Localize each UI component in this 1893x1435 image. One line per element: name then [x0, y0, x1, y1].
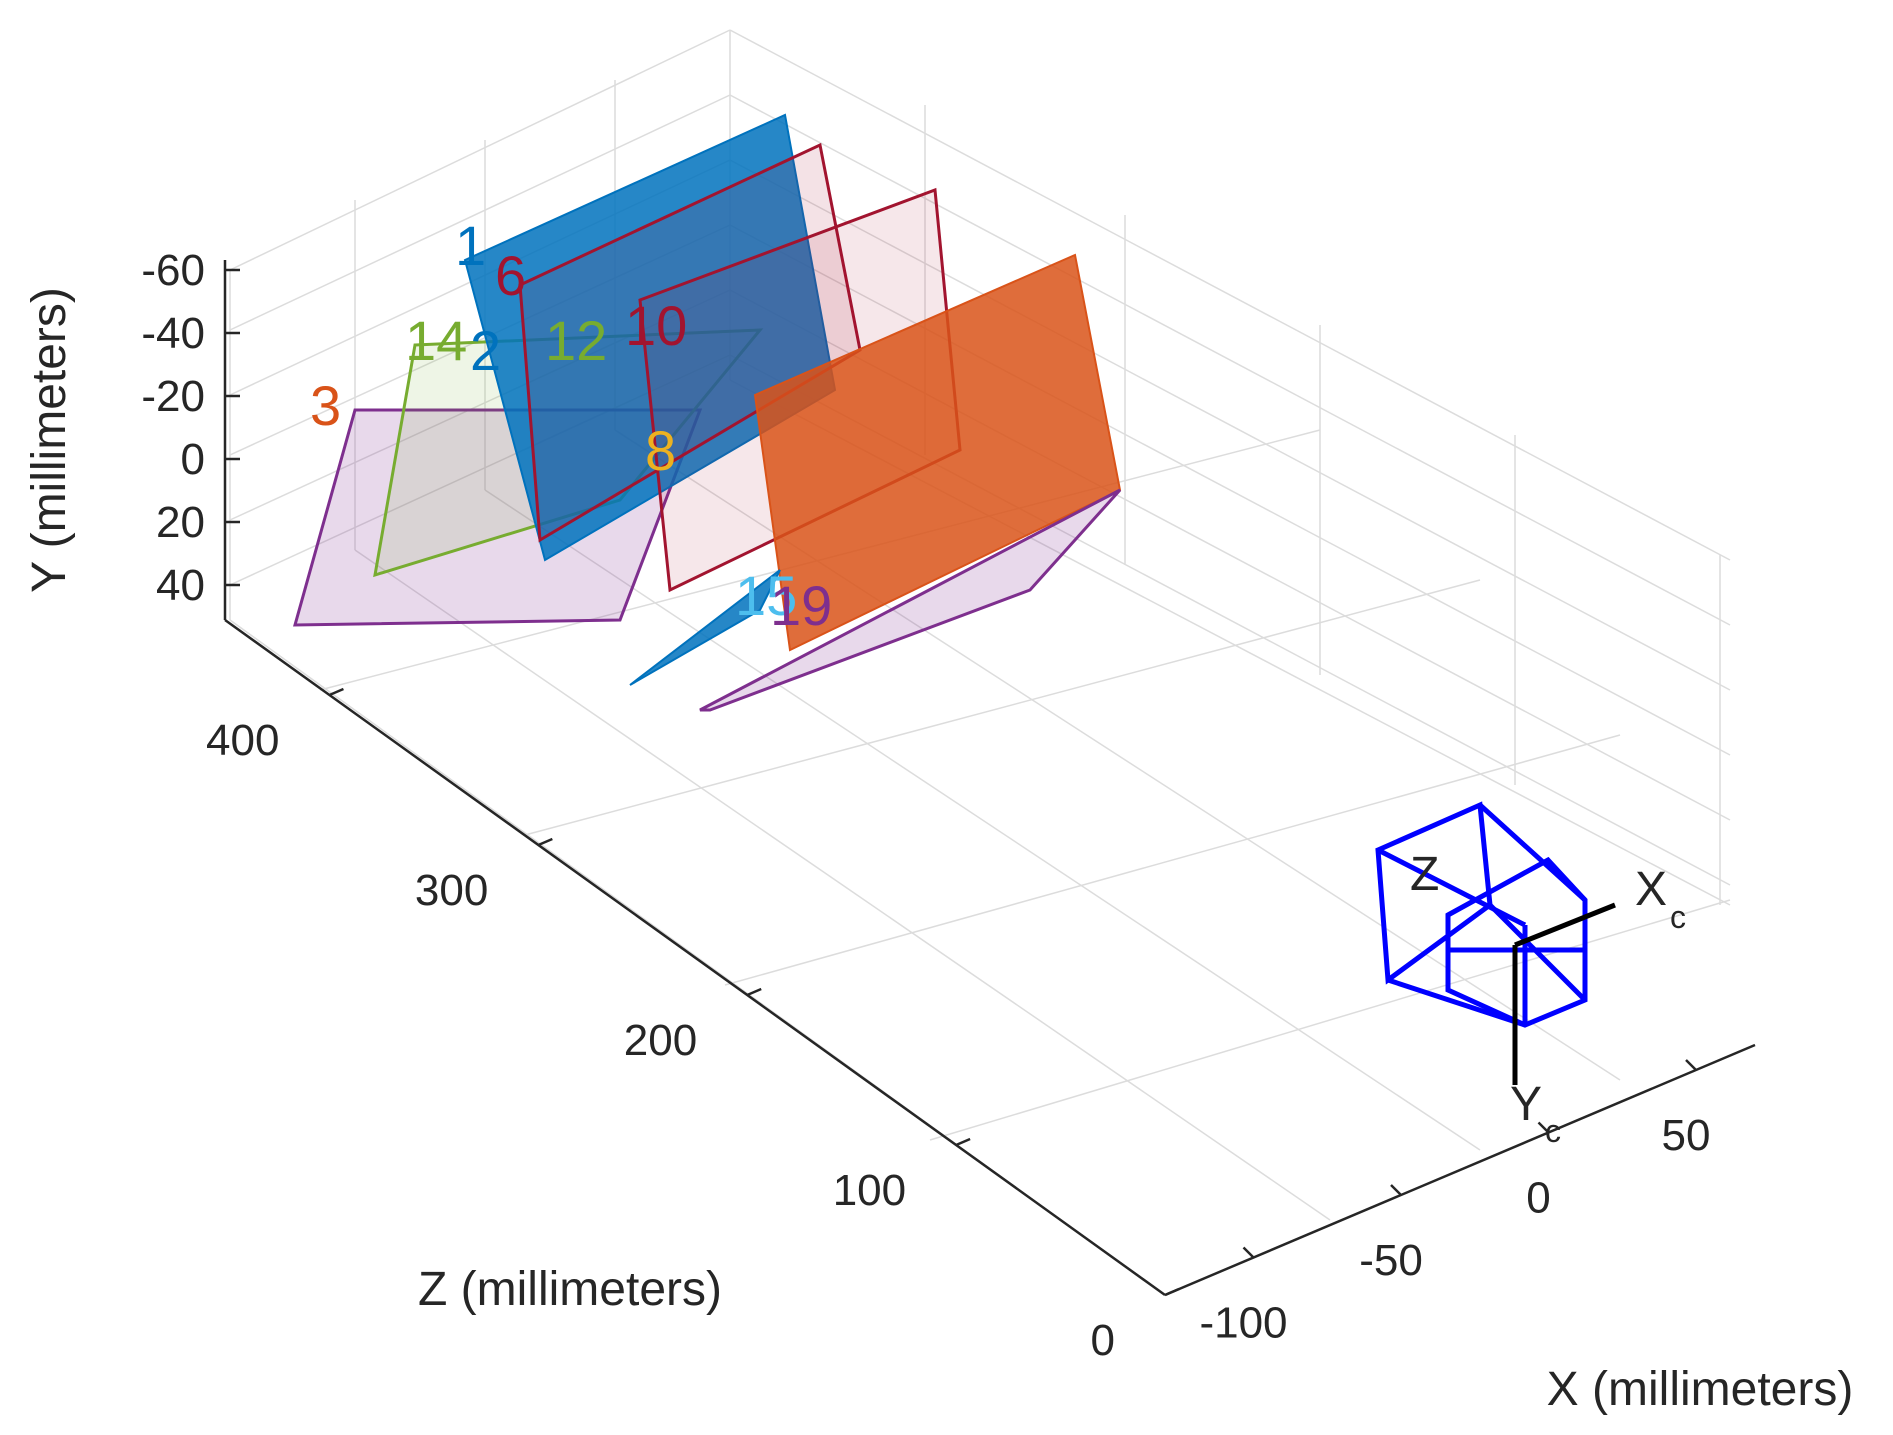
- x-axis-line: [1164, 1043, 1756, 1297]
- x-tick-label: 0: [1526, 1174, 1550, 1223]
- pattern-label-2: 2: [470, 319, 501, 382]
- grid-line: [524, 579, 1481, 836]
- axis-lines: [223, 260, 1756, 1297]
- x-tick-label: 50: [1662, 1111, 1711, 1160]
- pattern-plane-15: [629, 569, 781, 686]
- z-tick-mark: [746, 987, 762, 997]
- pattern-label-8: 8: [645, 419, 676, 482]
- pattern-label-15: 15: [735, 564, 797, 627]
- z-tick-label: 300: [415, 866, 488, 915]
- camera-y-sub-label: c: [1545, 1113, 1561, 1149]
- y-tick-label: -40: [141, 309, 205, 358]
- grid-line: [229, 94, 731, 331]
- z-tick-mark: [537, 837, 553, 847]
- z-tick-mark: [955, 1137, 971, 1147]
- pattern-label-12: 12: [545, 309, 607, 372]
- pattern-plane-19b: [699, 488, 1122, 712]
- pattern-label-14: 14: [405, 309, 467, 372]
- pattern-label-3: 3: [310, 374, 341, 437]
- x-tick-mark: [1685, 1059, 1697, 1071]
- pattern-label-19: 19: [770, 574, 832, 637]
- camera-y-label: Y: [1510, 1078, 1542, 1131]
- camera-x-axis: [1514, 902, 1616, 948]
- camera-edge: [1478, 803, 1587, 902]
- x-tick-mark: [1242, 1246, 1255, 1259]
- pattern-label-1: 1: [455, 214, 486, 277]
- x-axis-title: X (millimeters): [1547, 1363, 1854, 1416]
- pattern-planes: [293, 113, 1122, 712]
- grid-line: [484, 489, 1481, 1151]
- pattern-label-10: 10: [625, 294, 687, 357]
- grid-line: [929, 899, 1731, 1141]
- z-axis-line: [224, 618, 1166, 1297]
- z-tick-label: 200: [624, 1016, 697, 1065]
- x-tick-label: -50: [1359, 1236, 1423, 1285]
- y-tick-label: -60: [141, 246, 205, 295]
- camera-edge: [1387, 977, 1526, 1028]
- x-tick-mark: [1537, 1121, 1550, 1134]
- camera-x-sub-label: c: [1670, 899, 1686, 935]
- camera-frustum: [1375, 801, 1588, 1028]
- grid-line: [354, 549, 1331, 1221]
- y-tick-label: -20: [141, 372, 205, 421]
- grid-line: [729, 94, 1731, 626]
- y-tick-label: 0: [181, 435, 205, 484]
- pattern-label-6: 6: [495, 244, 526, 307]
- z-axis-title: Z (millimeters): [418, 1263, 722, 1316]
- z-tick-label: 400: [206, 716, 279, 765]
- camera-axes: [1512, 902, 1616, 1085]
- x-tick-mark: [1390, 1184, 1402, 1196]
- y-tick-label: 40: [156, 561, 205, 610]
- grid-line: [229, 29, 731, 271]
- x-tick-label: -100: [1199, 1299, 1287, 1348]
- z-tick-mark: [328, 687, 344, 697]
- grid-line: [729, 159, 1731, 691]
- grid-line: [724, 734, 1621, 986]
- z-tick-label: 0: [1091, 1316, 1115, 1365]
- z-tick-mark: [1164, 1287, 1180, 1297]
- grid-line: [729, 29, 1731, 561]
- grid-line: [729, 224, 1731, 756]
- y-tick-label: 20: [156, 498, 205, 547]
- y-axis-title: Y (millimeters): [23, 287, 76, 593]
- camera-x-label: X: [1635, 863, 1667, 916]
- z-tick-label: 100: [833, 1166, 906, 1215]
- camera-z-label: Z: [1410, 848, 1439, 901]
